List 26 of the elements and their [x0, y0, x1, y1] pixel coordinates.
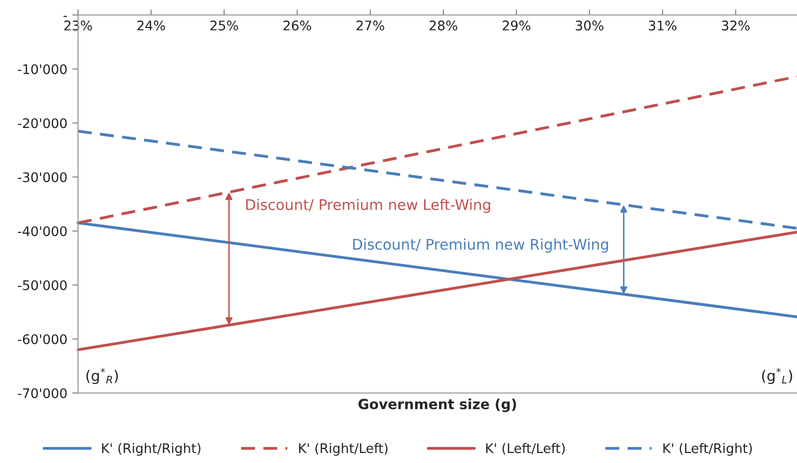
legend-label: K' (Right/Right) — [102, 442, 200, 456]
x-tick-label: 26% — [284, 20, 312, 30]
x-tick-label: 25% — [210, 20, 238, 30]
legend-label: K' (Left/Right) — [663, 442, 752, 456]
annotation: Discount/ Premium new Left-Wing — [246, 198, 490, 213]
x-tick-label: 31% — [648, 20, 676, 30]
legend-label: K' (Right/Left) — [299, 442, 388, 456]
x-tick-label: 29% — [502, 20, 530, 30]
x-axis-title: Government size (g) — [358, 398, 516, 412]
x-tick-label: 32% — [722, 20, 750, 30]
x-tick-label: 24% — [137, 20, 166, 30]
annotation: Discount/ Premium new Right-Wing — [353, 238, 608, 253]
y-tick-label: -10'000 — [18, 64, 67, 74]
legend-label: K' (Left/Left) — [486, 442, 565, 455]
x-tick-label: 30% — [576, 20, 604, 30]
x-tick-label: 27% — [356, 20, 384, 30]
y-tick-label: -20'000 — [18, 118, 67, 128]
annotation: (g$^{*}$$_{L}$) — [762, 368, 792, 384]
y-tick-label: -60'000 — [18, 334, 67, 344]
y-tick-label: -40'000 — [18, 226, 67, 236]
y-tick-label: -30'000 — [18, 172, 67, 182]
y-tick-label: -50'000 — [18, 280, 67, 290]
y-tick-label: - — [63, 16, 67, 17]
annotation: (g$^{*}$$_{R}$) — [86, 368, 118, 384]
x-tick-label: 28% — [430, 20, 458, 30]
y-tick-label: -70'000 — [18, 388, 67, 398]
